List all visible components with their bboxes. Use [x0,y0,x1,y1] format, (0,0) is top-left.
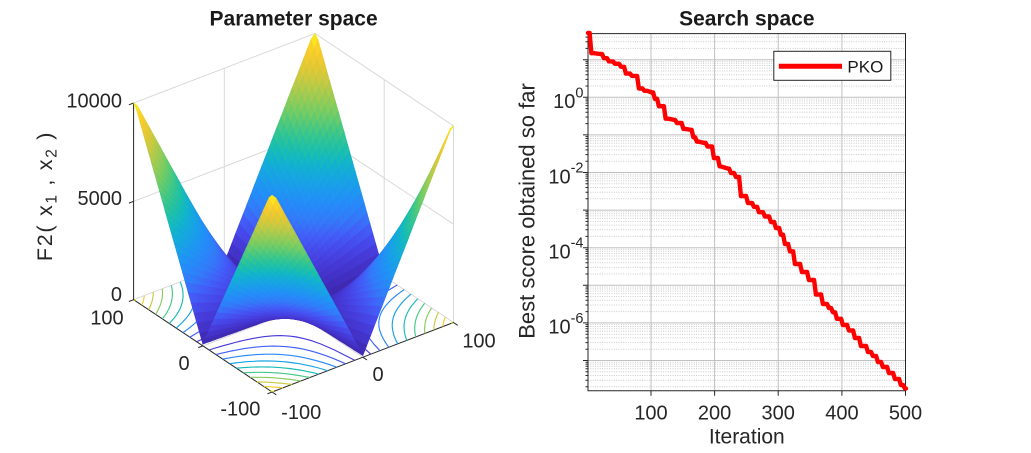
svg-text:400: 400 [825,403,858,425]
svg-text:500: 500 [889,403,922,425]
svg-text:Iteration: Iteration [709,426,785,449]
svg-text:100: 100 [634,403,667,425]
svg-text:Parameter space: Parameter space [210,7,378,30]
svg-text:0: 0 [111,284,122,306]
svg-text:100: 100 [462,331,495,353]
svg-text:5000: 5000 [78,188,123,210]
svg-text:-100: -100 [281,402,321,424]
svg-text:-100: -100 [220,399,260,421]
svg-text:200: 200 [698,403,731,425]
svg-text:10000: 10000 [66,91,122,113]
svg-text:100: 100 [90,308,123,330]
svg-text:PKO: PKO [847,57,883,76]
svg-text:300: 300 [762,403,795,425]
svg-text:Best score obtained so far: Best score obtained so far [515,83,540,339]
svg-text:0: 0 [372,364,383,386]
svg-text:0: 0 [178,353,189,375]
svg-text:Search space: Search space [679,7,814,30]
